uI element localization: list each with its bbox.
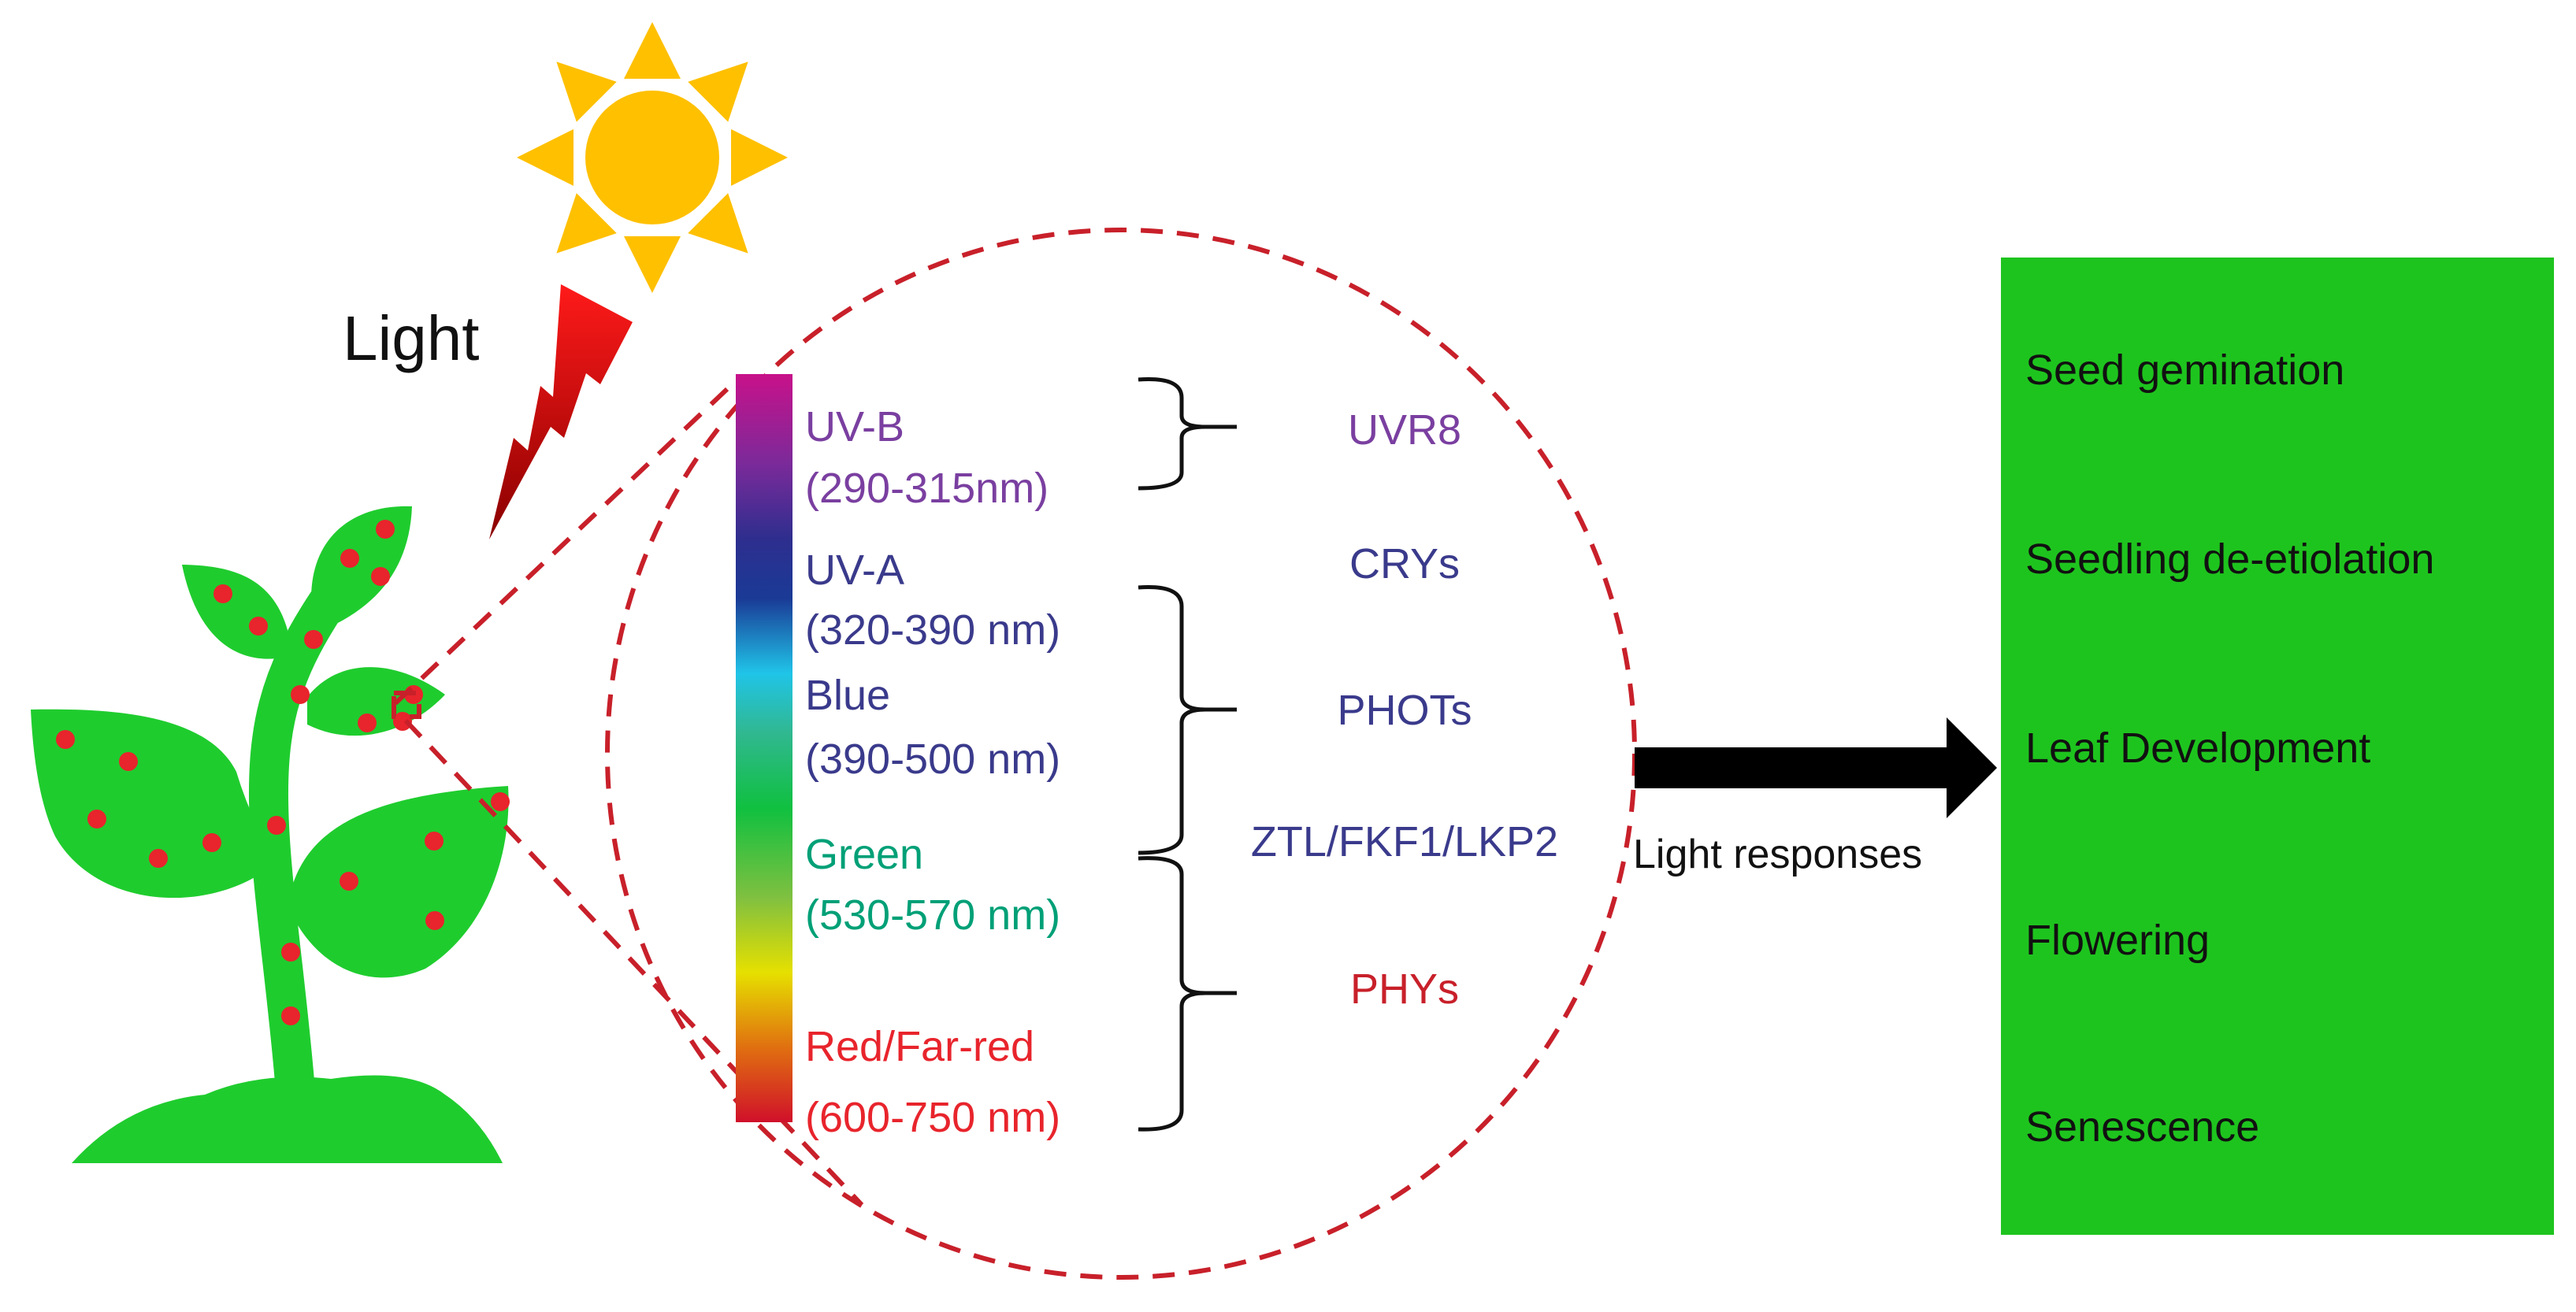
plant-dot bbox=[202, 833, 221, 852]
plant-dot bbox=[425, 832, 444, 851]
receptor-ztl-fkf1-lkp2: ZTL/FKF1/LKP2 bbox=[1251, 818, 1558, 865]
arrow-right-icon bbox=[1635, 717, 1997, 818]
plant-dot bbox=[149, 849, 168, 868]
light-label: Light bbox=[343, 303, 479, 373]
arrow-label: Light responses bbox=[1633, 832, 1922, 877]
band-uvb-name: UV-B bbox=[805, 403, 904, 450]
band-blue-range: (390-500 nm) bbox=[805, 736, 1060, 783]
band-green-name: Green bbox=[805, 831, 923, 878]
responses-box bbox=[2001, 258, 2554, 1235]
response-item: Leaf Development bbox=[2025, 725, 2370, 772]
band-uva-range: (320-390 nm) bbox=[805, 606, 1060, 654]
photoreceptor-labels: UVR8 CRYs PHOTs ZTL/FKF1/LKP2 PHYs bbox=[1251, 406, 1558, 1013]
receptor-uvr8: UVR8 bbox=[1348, 406, 1461, 454]
plant-dot bbox=[425, 911, 444, 930]
plant-dot bbox=[249, 617, 268, 636]
plant-dot bbox=[119, 752, 138, 771]
plant-dot bbox=[491, 792, 510, 811]
band-red-name: Red/Far-red bbox=[805, 1023, 1034, 1070]
sun-icon bbox=[517, 22, 788, 293]
band-blue-name: Blue bbox=[805, 672, 890, 719]
receptor-phots: PHOTs bbox=[1337, 687, 1472, 734]
plant-dot bbox=[393, 712, 412, 731]
plant-dot bbox=[281, 943, 300, 962]
band-uva-name: UV-A bbox=[805, 547, 904, 594]
band-green-range: (530-570 nm) bbox=[805, 891, 1060, 939]
plant-dot bbox=[371, 567, 390, 586]
response-item: Seedling de-etiolation bbox=[2025, 536, 2434, 583]
spectrum-bar bbox=[736, 374, 792, 1122]
plant-dot bbox=[56, 730, 75, 749]
plant-dot bbox=[304, 630, 323, 649]
response-item: Senescence bbox=[2025, 1103, 2259, 1151]
band-red-range: (600-750 nm) bbox=[805, 1094, 1060, 1141]
lightning-bolt-icon bbox=[489, 284, 633, 539]
response-item: Flowering bbox=[2025, 917, 2210, 964]
plant-dot bbox=[213, 584, 232, 603]
plant-dot bbox=[267, 816, 286, 835]
responses-list: Seed gemination Seedling de-etiolation L… bbox=[2025, 347, 2434, 1151]
plant-dot bbox=[340, 549, 359, 568]
receptor-phys: PHYs bbox=[1350, 965, 1459, 1013]
spectrum-labels: UV-B (290-315nm) UV-A (320-390 nm) Blue … bbox=[805, 403, 1060, 1141]
band-uvb-range: (290-315nm) bbox=[805, 465, 1049, 512]
plant-dot bbox=[87, 810, 106, 828]
braces bbox=[1138, 376, 1237, 1132]
plant-dots bbox=[56, 520, 510, 1025]
plant-dot bbox=[358, 713, 377, 732]
plant-dot bbox=[281, 1006, 300, 1025]
plant-dot bbox=[376, 520, 395, 539]
plant-dot bbox=[340, 872, 358, 891]
plant-dot bbox=[291, 685, 310, 704]
response-item: Seed gemination bbox=[2025, 347, 2344, 394]
receptor-crys: CRYs bbox=[1349, 540, 1460, 587]
